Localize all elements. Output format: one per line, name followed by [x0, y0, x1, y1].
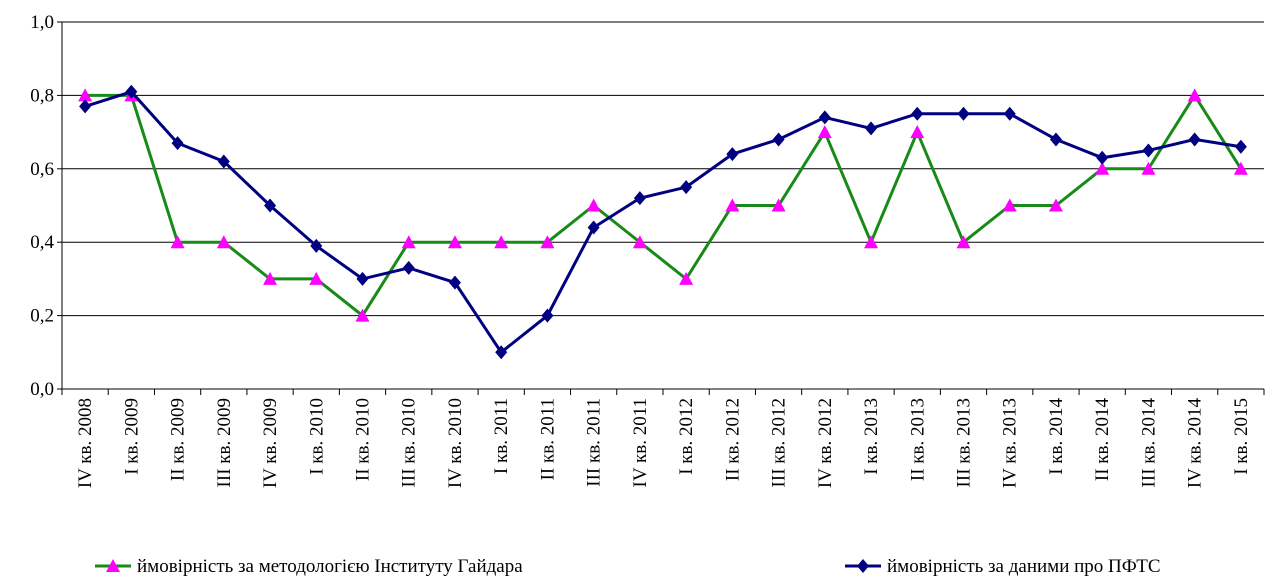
series-line: [85, 92, 1243, 318]
x-tick-label: IV кв. 2010: [445, 398, 466, 488]
marker: [448, 275, 461, 290]
marker: [217, 154, 230, 169]
marker: [106, 559, 120, 572]
marker: [817, 125, 832, 139]
x-tick-label: IV кв. 2008: [75, 398, 96, 488]
x-tick-label: III кв. 2010: [399, 398, 420, 487]
marker: [1002, 198, 1017, 212]
legend-label: ймовірність за методологією Інституту Га…: [137, 556, 523, 577]
marker: [864, 235, 879, 249]
marker: [401, 235, 416, 249]
marker: [170, 235, 185, 249]
marker: [632, 235, 647, 249]
x-tick-label: II кв. 2010: [353, 398, 374, 481]
marker: [771, 198, 786, 212]
x-tick-label: III кв. 2011: [584, 398, 605, 487]
legend-label: ймовірність за даними про ПФТС: [887, 556, 1161, 577]
x-tick-label: I кв. 2012: [676, 398, 697, 475]
marker: [857, 559, 869, 573]
marker: [1188, 132, 1201, 147]
marker: [818, 110, 831, 125]
marker: [494, 235, 509, 249]
marker: [402, 260, 415, 275]
marker: [264, 198, 277, 213]
marker: [540, 235, 555, 249]
x-tick-label: III кв. 2009: [214, 398, 235, 487]
marker: [78, 88, 93, 102]
marker: [309, 271, 324, 285]
y-tick-label: 0,8: [30, 85, 54, 106]
x-tick-label: I кв. 2009: [121, 398, 142, 475]
marker: [125, 84, 138, 99]
x-tick-label: I кв. 2013: [861, 398, 882, 475]
marker: [587, 220, 600, 235]
x-tick-label: I кв. 2010: [306, 398, 327, 475]
marker: [586, 198, 601, 212]
x-tick-label: III кв. 2013: [954, 398, 975, 487]
marker: [1095, 161, 1110, 175]
marker: [726, 147, 739, 162]
x-tick-label: IV кв. 2011: [630, 398, 651, 487]
x-tick-label: I кв. 2014: [1046, 398, 1067, 475]
marker: [356, 271, 369, 286]
x-tick-label: II кв. 2013: [907, 398, 928, 481]
marker: [957, 106, 970, 121]
y-tick-label: 0,6: [30, 159, 54, 180]
marker: [171, 136, 184, 151]
marker: [633, 191, 646, 206]
marker: [447, 235, 462, 249]
marker: [1096, 150, 1109, 165]
marker: [865, 121, 878, 136]
marker: [355, 308, 370, 322]
x-tick-label: I кв. 2011: [491, 398, 512, 474]
marker: [680, 180, 693, 195]
y-tick-label: 0,0: [30, 379, 54, 400]
marker: [1234, 139, 1247, 154]
marker: [1187, 88, 1202, 102]
marker: [263, 271, 278, 285]
x-tick-label: IV кв. 2013: [1000, 398, 1021, 488]
x-tick-label: II кв. 2014: [1092, 398, 1113, 482]
marker: [1003, 106, 1016, 121]
x-tick-label: I кв. 2015: [1231, 398, 1252, 475]
marker: [911, 106, 924, 121]
marker: [1048, 198, 1063, 212]
marker: [79, 99, 92, 114]
y-tick-label: 0,4: [30, 232, 54, 253]
x-tick-label: IV кв. 2012: [815, 398, 836, 488]
marker: [310, 238, 323, 253]
marker: [1233, 161, 1248, 175]
x-tick-label: IV кв. 2009: [260, 398, 281, 488]
x-tick-label: III кв. 2014: [1138, 398, 1159, 488]
marker: [910, 125, 925, 139]
x-tick-label: II кв. 2012: [722, 398, 743, 481]
marker: [1141, 161, 1156, 175]
marker: [216, 235, 231, 249]
x-tick-label: III кв. 2012: [769, 398, 790, 487]
x-tick-label: II кв. 2011: [537, 398, 558, 480]
marker: [495, 345, 508, 360]
y-tick-label: 0,2: [30, 306, 54, 327]
x-tick-label: II кв. 2009: [168, 398, 189, 481]
marker: [541, 308, 554, 323]
marker: [679, 271, 694, 285]
marker: [1049, 132, 1062, 147]
series-line: [84, 90, 1242, 355]
marker: [772, 132, 785, 147]
marker: [956, 235, 971, 249]
x-tick-label: IV кв. 2014: [1185, 398, 1206, 489]
y-tick-label: 1,0: [30, 12, 54, 33]
marker: [725, 198, 740, 212]
marker: [1142, 143, 1155, 158]
